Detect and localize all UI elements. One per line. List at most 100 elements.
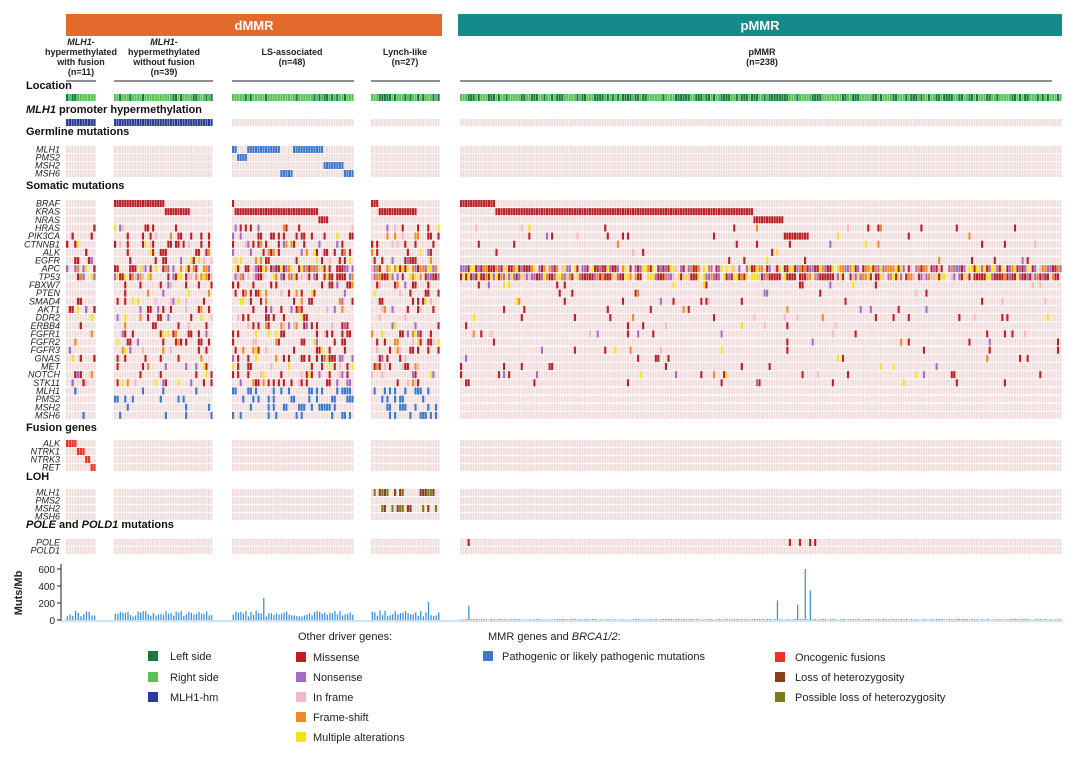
germline-grid-cell: [480, 170, 482, 177]
somatic-grid-cell: [341, 379, 343, 386]
germline-grid-cell: [296, 154, 298, 161]
somatic-grid-cell: [172, 339, 174, 346]
somatic-grid-cell: [500, 200, 502, 207]
germline-grid-cell: [551, 170, 553, 177]
somatic-grid-cell: [293, 404, 295, 411]
germline-grid-cell: [1004, 146, 1006, 153]
somatic-grid-cell: [298, 314, 300, 321]
somatic-grid-cell: [386, 216, 388, 223]
somatic-grid-cell: [374, 339, 376, 346]
somatic-grid-cell: [321, 208, 323, 215]
somatic-grid-cell: [170, 379, 172, 386]
somatic-grid-cell: [177, 363, 179, 370]
somatic-grid-cell: [273, 330, 275, 337]
germline-grid-cell: [925, 162, 927, 169]
somatic-grid-cell: [384, 216, 386, 223]
germline-grid-cell: [956, 154, 958, 161]
somatic-grid-cell: [175, 282, 177, 289]
somatic-grid-cell: [437, 306, 439, 313]
germline-grid-cell: [774, 146, 776, 153]
somatic-grid-cell: [331, 257, 333, 264]
somatic-grid-cell: [245, 387, 247, 394]
somatic-grid-cell: [265, 249, 267, 256]
germline-grid-cell: [190, 146, 192, 153]
somatic-grid-cell: [208, 282, 210, 289]
somatic-grid-cell: [576, 200, 578, 207]
somatic-grid-cell: [624, 200, 626, 207]
somatic-grid-cell: [155, 387, 157, 394]
somatic-grid-cell: [245, 306, 247, 313]
somatic-grid-cell: [412, 200, 414, 207]
germline-grid-cell: [751, 146, 753, 153]
somatic-grid-cell: [290, 298, 292, 305]
germline-grid-cell: [344, 162, 346, 169]
somatic-grid-cell: [142, 379, 144, 386]
germline-grid-cell: [589, 154, 591, 161]
somatic-grid-cell: [344, 379, 346, 386]
germline-grid-cell: [657, 170, 659, 177]
somatic-grid-cell: [265, 216, 267, 223]
germline-grid-cell: [948, 162, 950, 169]
somatic-grid-cell: [265, 387, 267, 394]
somatic-grid-cell: [321, 200, 323, 207]
germline-grid-cell: [478, 154, 480, 161]
germline-grid-cell: [650, 154, 652, 161]
somatic-grid-cell: [185, 314, 187, 321]
germline-grid-cell: [66, 146, 68, 153]
somatic-grid-cell: [381, 412, 383, 419]
somatic-grid-cell: [71, 249, 73, 256]
somatic-grid-cell: [432, 404, 434, 411]
germline-grid-cell: [607, 146, 609, 153]
somatic-grid-cell: [185, 257, 187, 264]
somatic-grid-cell: [389, 339, 391, 346]
germline-grid-cell: [1004, 154, 1006, 161]
somatic-grid-cell: [268, 347, 270, 354]
somatic-grid-cell: [412, 404, 414, 411]
germline-grid-cell: [989, 154, 991, 161]
somatic-grid-cell: [427, 355, 429, 362]
germline-grid-cell: [918, 154, 920, 161]
somatic-grid-cell: [303, 298, 305, 305]
germline-grid-cell: [389, 146, 391, 153]
somatic-grid-cell: [435, 298, 437, 305]
germline-grid-cell: [680, 170, 682, 177]
germline-grid-cell: [920, 162, 922, 169]
somatic-grid-cell: [409, 241, 411, 248]
somatic-grid-cell: [263, 233, 265, 240]
germline-grid-cell: [561, 146, 563, 153]
somatic-grid-cell: [417, 208, 419, 215]
somatic-grid-cell: [165, 273, 167, 280]
somatic-grid-cell: [275, 257, 277, 264]
germline-grid-cell: [1034, 162, 1036, 169]
somatic-grid-cell: [190, 412, 192, 419]
somatic-grid-cell: [127, 371, 129, 378]
somatic-grid-cell: [162, 412, 164, 419]
germline-grid-cell: [526, 162, 528, 169]
somatic-grid-cell: [280, 249, 282, 256]
germline-grid-cell: [80, 162, 82, 169]
pmmr-header-label: pMMR: [741, 18, 781, 33]
somatic-grid-cell: [425, 314, 427, 321]
somatic-grid-cell: [208, 355, 210, 362]
somatic-grid-cell: [117, 233, 119, 240]
somatic-grid-cell: [303, 224, 305, 231]
somatic-grid-cell: [172, 257, 174, 264]
germline-grid-cell: [516, 154, 518, 161]
somatic-grid-cell: [346, 200, 348, 207]
germline-grid-cell: [488, 170, 490, 177]
somatic-grid-cell: [538, 200, 540, 207]
somatic-grid-cell: [198, 396, 200, 403]
somatic-grid-cell: [129, 233, 131, 240]
somatic-grid-cell: [346, 306, 348, 313]
somatic-grid-cell: [69, 233, 71, 240]
somatic-grid-cell: [139, 208, 141, 215]
somatic-grid-cell: [420, 314, 422, 321]
somatic-grid-cell: [155, 282, 157, 289]
somatic-grid-cell: [165, 282, 167, 289]
somatic-grid-cell: [386, 339, 388, 346]
somatic-grid-cell: [280, 412, 282, 419]
somatic-grid-cell: [425, 282, 427, 289]
germline-grid-cell: [521, 170, 523, 177]
somatic-grid-cell: [506, 200, 508, 207]
germline-grid-cell: [376, 170, 378, 177]
